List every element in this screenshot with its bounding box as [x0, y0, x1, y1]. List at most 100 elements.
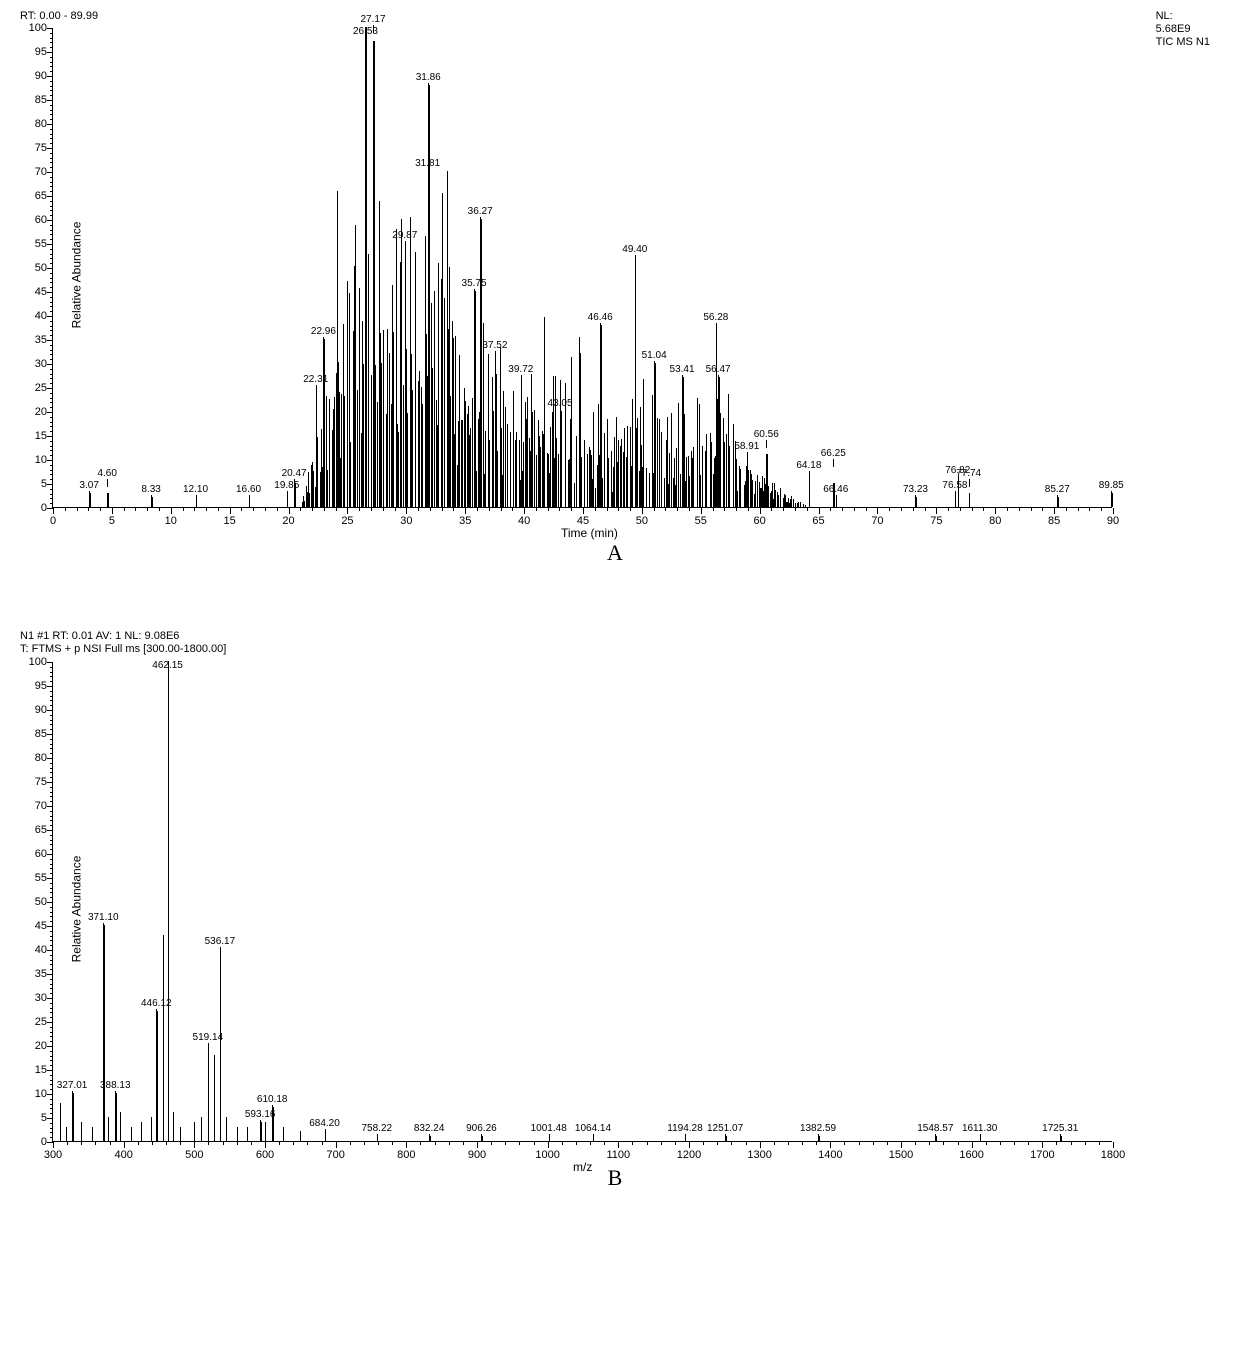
x-tick-minor — [802, 1142, 803, 1145]
peak-connector — [89, 491, 90, 494]
labelled-peak — [287, 493, 289, 507]
y-tick-minor — [50, 1084, 53, 1085]
y-tick-minor — [50, 455, 53, 456]
minor-peak — [60, 1103, 61, 1141]
y-tick-minor — [50, 705, 53, 706]
peak-connector — [1060, 1134, 1061, 1137]
y-tick-minor — [50, 158, 53, 159]
x-tick-label: 75 — [930, 515, 942, 527]
peak-connector — [747, 452, 748, 455]
x-tick — [406, 1142, 407, 1148]
noise-peak — [350, 443, 351, 507]
y-tick-minor — [50, 777, 53, 778]
minor-peak — [201, 1117, 202, 1141]
y-axis-label: Relative Abundance — [69, 856, 83, 963]
noise-peak — [574, 483, 575, 507]
y-tick-minor — [50, 676, 53, 677]
peak-connector — [377, 1134, 378, 1137]
y-tick-minor — [50, 105, 53, 106]
y-tick-minor — [50, 81, 53, 82]
x-tick-label: 60 — [754, 515, 766, 527]
y-tick-minor — [50, 672, 53, 673]
x-tick — [347, 508, 348, 514]
y-tick-label: 0 — [19, 502, 47, 514]
x-tick-minor — [913, 508, 914, 511]
noise-peak — [733, 424, 734, 507]
x-tick-label: 25 — [341, 515, 353, 527]
y-tick-minor — [50, 66, 53, 67]
y-tick-minor — [50, 369, 53, 370]
minor-peak — [265, 1122, 266, 1141]
y-tick-minor — [50, 167, 53, 168]
y-tick-label: 35 — [19, 968, 47, 980]
x-tick-minor — [571, 508, 572, 511]
minor-peak — [120, 1112, 121, 1141]
x-tick-minor — [830, 508, 831, 511]
y-tick-minor — [50, 42, 53, 43]
y-tick — [47, 412, 53, 413]
x-tick — [124, 1142, 125, 1148]
peak-connector — [549, 1134, 550, 1137]
x-tick-minor — [915, 1142, 916, 1145]
y-tick-minor — [50, 273, 53, 274]
y-tick-minor — [50, 940, 53, 941]
noise-peak — [507, 424, 508, 507]
y-tick-label: 100 — [19, 22, 47, 34]
y-tick-minor — [50, 700, 53, 701]
plot-area: Relative AbundanceTime (min)051015202530… — [52, 28, 1112, 508]
peak-label: 8.33 — [141, 484, 160, 495]
x-tick-minor — [675, 1142, 676, 1145]
y-tick — [47, 686, 53, 687]
y-tick-minor — [50, 1003, 53, 1004]
x-tick-minor — [746, 1142, 747, 1145]
y-tick-minor — [50, 868, 53, 869]
noise-peak — [611, 451, 612, 507]
y-tick-minor — [50, 1089, 53, 1090]
noise-peak — [383, 330, 384, 508]
labelled-peak — [325, 1131, 327, 1141]
y-tick-minor — [50, 383, 53, 384]
x-tick-minor — [590, 1142, 591, 1145]
plot-area: Relative Abundancem/z0510152025303540455… — [52, 662, 1112, 1142]
noise-peak — [748, 476, 749, 507]
labelled-peak — [208, 1045, 210, 1141]
y-tick-label: 100 — [19, 656, 47, 668]
y-tick-label: 45 — [19, 920, 47, 932]
peak-label: 89.85 — [1099, 480, 1124, 491]
peak-connector — [260, 1120, 261, 1123]
peak-connector — [103, 923, 104, 926]
x-tick-minor — [223, 1142, 224, 1145]
x-tick-minor — [731, 1142, 732, 1145]
y-tick-minor — [50, 715, 53, 716]
y-tick — [47, 758, 53, 759]
y-tick — [47, 124, 53, 125]
x-tick — [583, 508, 584, 514]
peak-connector — [521, 375, 522, 378]
y-tick-minor — [50, 1017, 53, 1018]
x-tick-minor — [630, 508, 631, 511]
peak-connector — [316, 385, 317, 388]
peak-label: 73.23 — [903, 484, 928, 495]
noise-peak — [401, 219, 402, 507]
peak-label: 27.17 — [360, 14, 385, 25]
x-tick-minor — [293, 1142, 294, 1145]
minor-peak — [226, 1117, 227, 1141]
noise-peak — [412, 396, 413, 507]
y-tick-minor — [50, 667, 53, 668]
peak-label: 906.26 — [466, 1123, 497, 1134]
y-tick-minor — [50, 1032, 53, 1033]
y-tick-label: 40 — [19, 310, 47, 322]
labelled-peak — [1111, 493, 1113, 507]
y-tick — [47, 1094, 53, 1095]
y-tick-minor — [50, 191, 53, 192]
y-tick-minor — [50, 936, 53, 937]
y-axis-label: Relative Abundance — [69, 222, 83, 329]
y-tick-label: 80 — [19, 752, 47, 764]
y-tick-minor — [50, 825, 53, 826]
y-tick-minor — [50, 864, 53, 865]
x-tick-minor — [943, 1142, 944, 1145]
x-tick-minor — [774, 1142, 775, 1145]
y-tick-label: 5 — [19, 1112, 47, 1124]
noise-peak — [740, 478, 741, 507]
y-tick — [47, 902, 53, 903]
